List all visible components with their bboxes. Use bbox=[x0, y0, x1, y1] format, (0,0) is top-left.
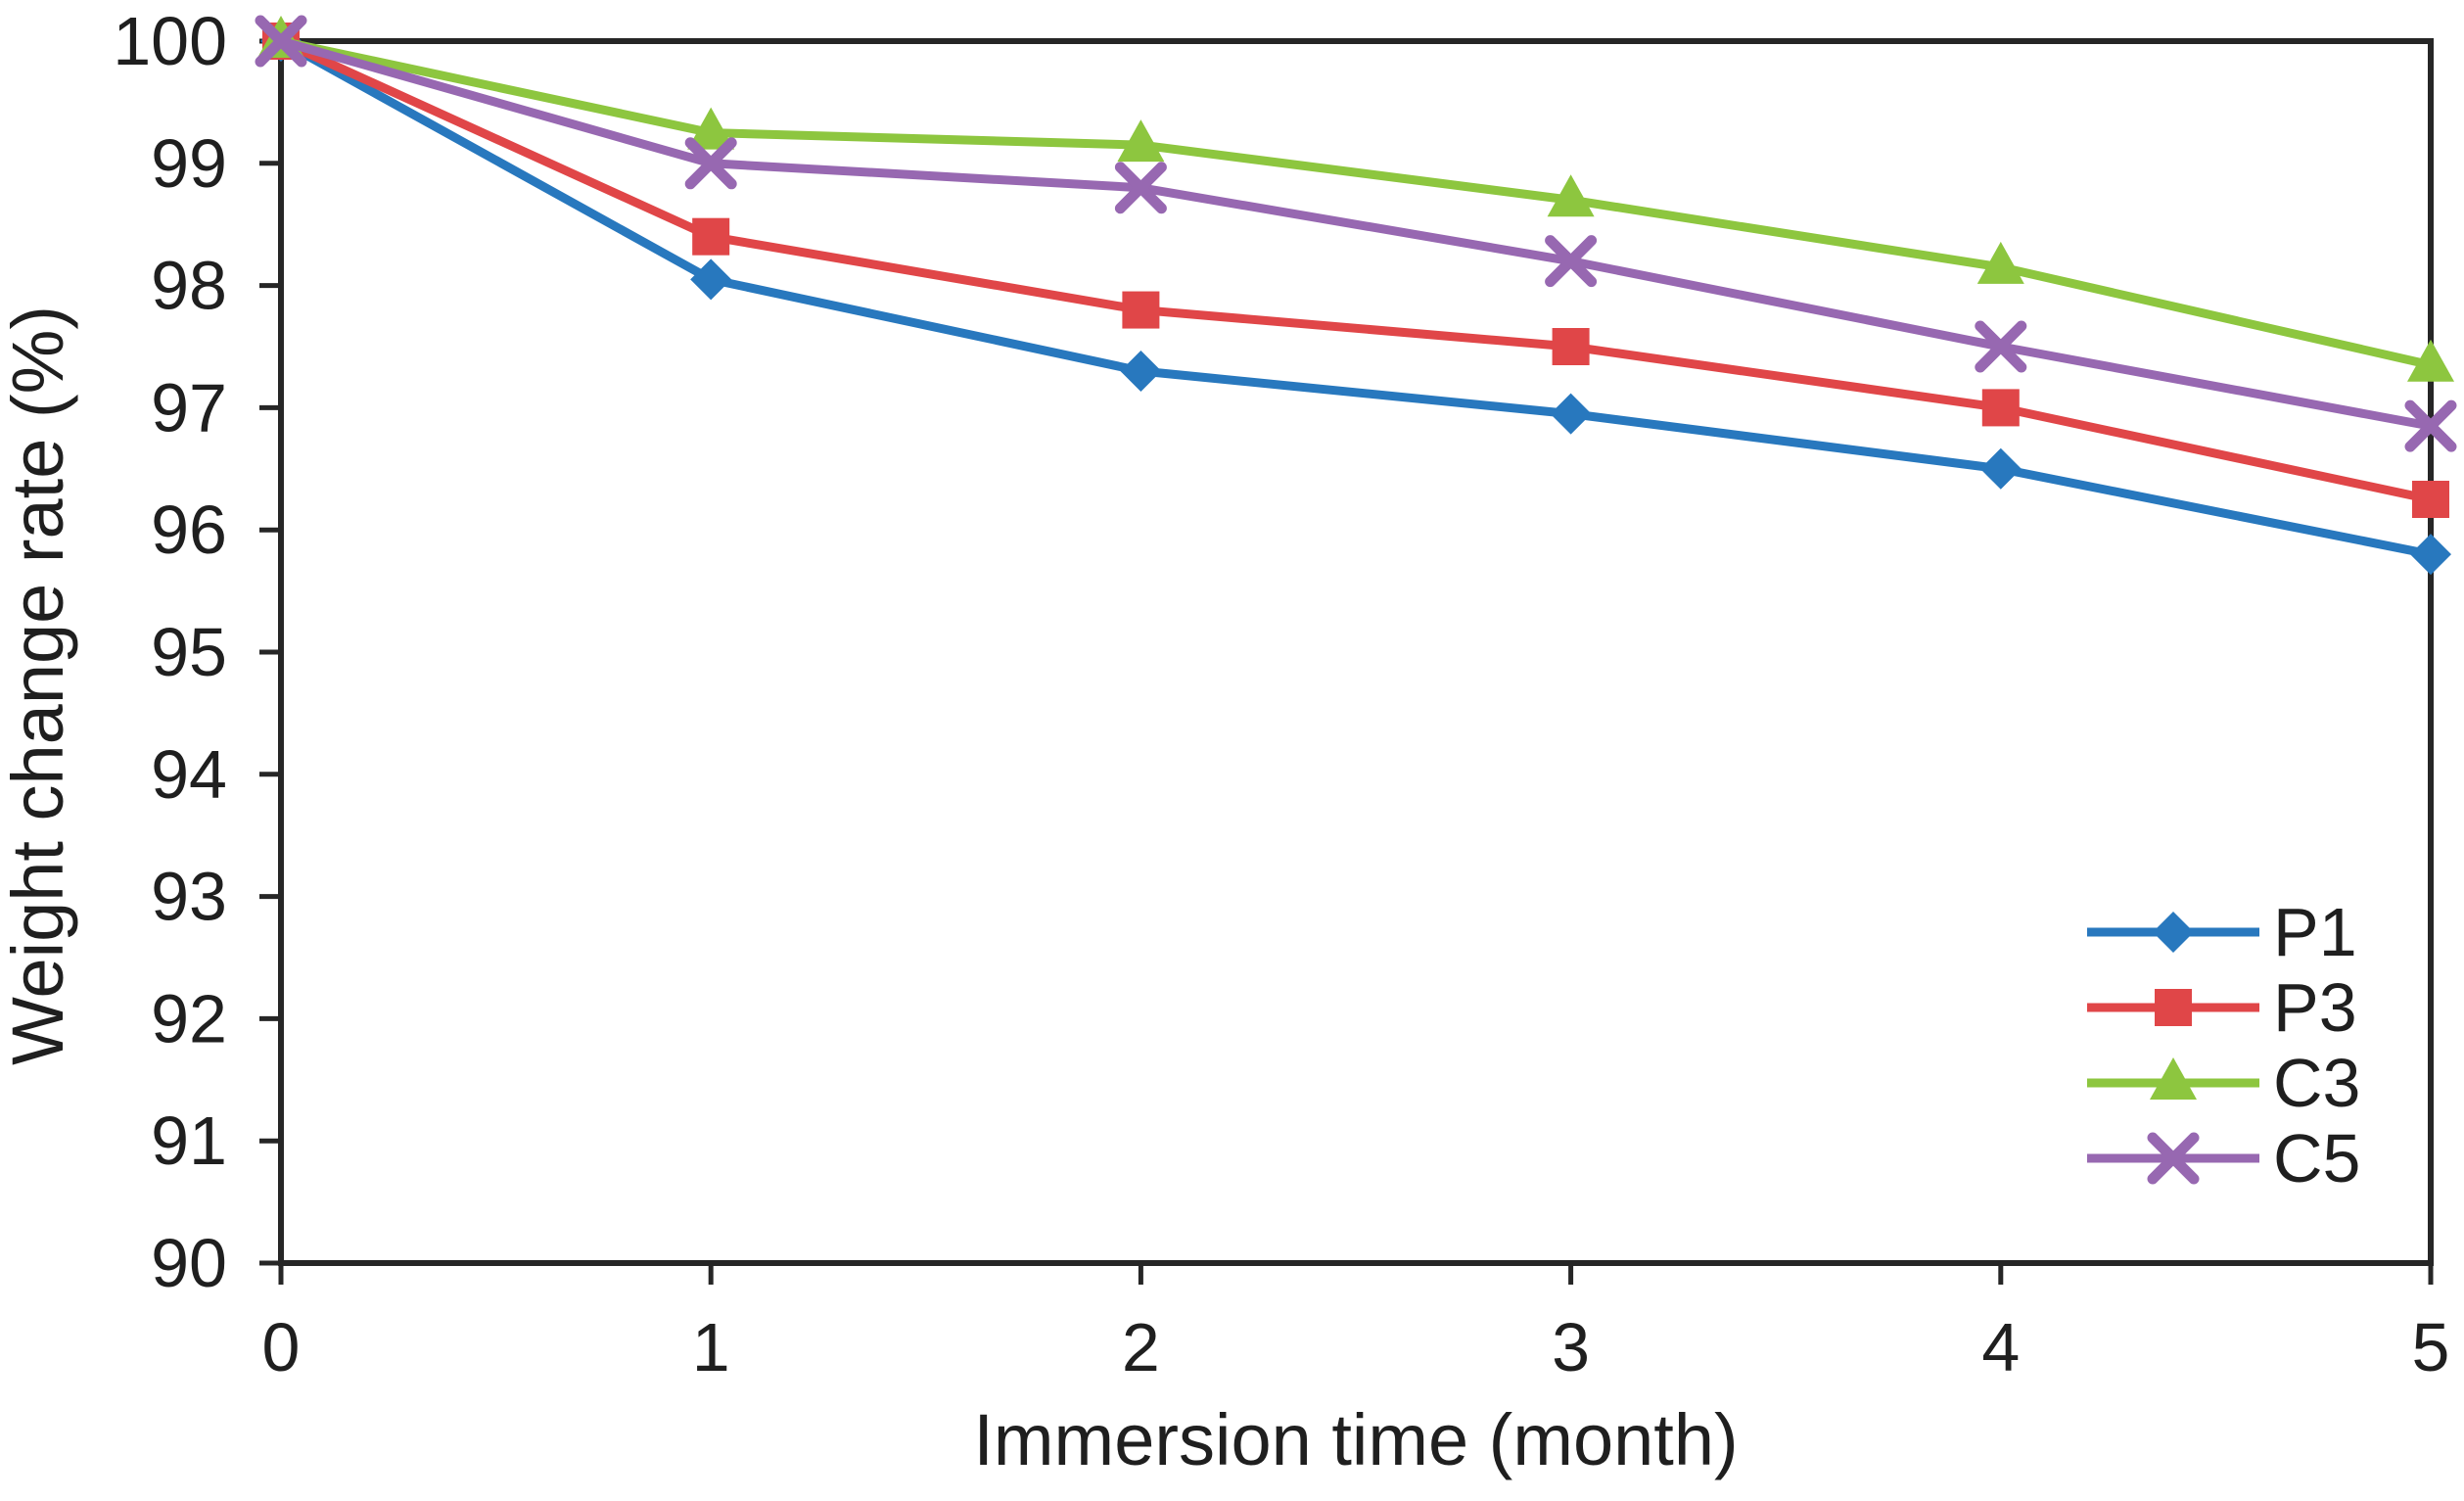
series-c5-x-marker bbox=[1114, 162, 1167, 214]
series-p3-square-marker bbox=[692, 217, 730, 256]
series-c5-x-marker bbox=[2404, 399, 2457, 452]
y-axis-tick-label: 93 bbox=[151, 859, 227, 935]
series-c5-x-marker bbox=[684, 137, 737, 190]
legend-label-c3: C3 bbox=[2273, 1045, 2360, 1121]
y-axis-tick-label: 97 bbox=[151, 369, 227, 446]
series-c5-x-marker bbox=[1975, 320, 2027, 373]
series-line-c5 bbox=[276, 36, 2436, 431]
series-c3-triangle-marker bbox=[687, 107, 735, 150]
series-c3-triangle-marker bbox=[2407, 339, 2454, 382]
series-line-p1 bbox=[276, 36, 2436, 559]
y-axis-tick-label: 90 bbox=[151, 1225, 227, 1301]
y-axis-tick-label: 100 bbox=[113, 3, 227, 79]
x-axis-tick-label: 4 bbox=[1981, 1309, 2020, 1385]
series-p3-square-marker bbox=[1122, 291, 1160, 329]
y-axis-tick-label: 99 bbox=[151, 125, 227, 202]
axes-layer: 90 91 92 93 94 95 96 97 98 99 100 0 1 2 3 4 5 bbox=[113, 3, 2449, 1385]
legend-label-p1: P1 bbox=[2273, 894, 2357, 970]
series-c5 bbox=[255, 15, 2457, 452]
legend-label-p3: P3 bbox=[2273, 969, 2357, 1046]
series-p3-square-marker bbox=[1552, 328, 1590, 365]
x-axis-tick-label: 2 bbox=[1122, 1309, 1160, 1385]
series-p1-diamond-marker bbox=[1979, 447, 2022, 490]
y-axis-tick-label: 91 bbox=[151, 1102, 227, 1179]
series-p3-square-marker bbox=[1981, 389, 2020, 427]
x-axis-tick-label: 5 bbox=[2412, 1309, 2450, 1385]
series-c3-triangle-marker bbox=[1117, 119, 1165, 163]
series-p1-diamond-marker bbox=[1120, 350, 1162, 392]
legend-triangle-marker bbox=[2150, 1057, 2197, 1100]
legend-diamond-marker bbox=[2153, 912, 2194, 953]
series-c5-x-marker bbox=[1545, 235, 1598, 288]
series-c3-triangle-marker bbox=[1976, 241, 2024, 284]
series-p1-diamond-marker bbox=[2410, 534, 2451, 576]
series-layer bbox=[255, 15, 2457, 576]
x-axis-tick-label: 0 bbox=[262, 1309, 301, 1385]
series-c3-triangle-marker bbox=[1547, 174, 1595, 217]
y-axis-title: Weight change rate (%) bbox=[0, 305, 78, 1065]
series-c5-x-marker bbox=[255, 15, 307, 68]
legend-item-c5: C5 bbox=[2087, 1120, 2360, 1196]
x-axis-tick-label: 1 bbox=[692, 1309, 730, 1385]
legend-item-p3: P3 bbox=[2087, 969, 2357, 1046]
series-line-c3 bbox=[276, 36, 2436, 370]
y-axis-tick-label: 92 bbox=[151, 980, 227, 1056]
series-p3 bbox=[262, 23, 2449, 518]
series-p1-diamond-marker bbox=[1550, 393, 1592, 435]
legend-square-marker bbox=[2155, 989, 2192, 1026]
legend-item-c3: C3 bbox=[2087, 1045, 2360, 1121]
y-axis-tick-label: 95 bbox=[151, 614, 227, 690]
x-axis-tick-label: 3 bbox=[1552, 1309, 1590, 1385]
series-c3 bbox=[257, 16, 2454, 382]
x-axis-title: Immersion time (month) bbox=[973, 1399, 1738, 1480]
legend-x-marker bbox=[2147, 1132, 2200, 1185]
series-p3-square-marker bbox=[2412, 481, 2449, 518]
legend-item-p1: P1 bbox=[2087, 894, 2357, 970]
y-axis-tick-label: 94 bbox=[151, 736, 227, 813]
series-line-p3 bbox=[276, 36, 2436, 504]
y-axis-tick-label: 98 bbox=[151, 248, 227, 324]
legend-label-c5: C5 bbox=[2273, 1120, 2360, 1196]
series-p1-diamond-marker bbox=[690, 258, 732, 301]
y-axis-tick-label: 96 bbox=[151, 492, 227, 568]
